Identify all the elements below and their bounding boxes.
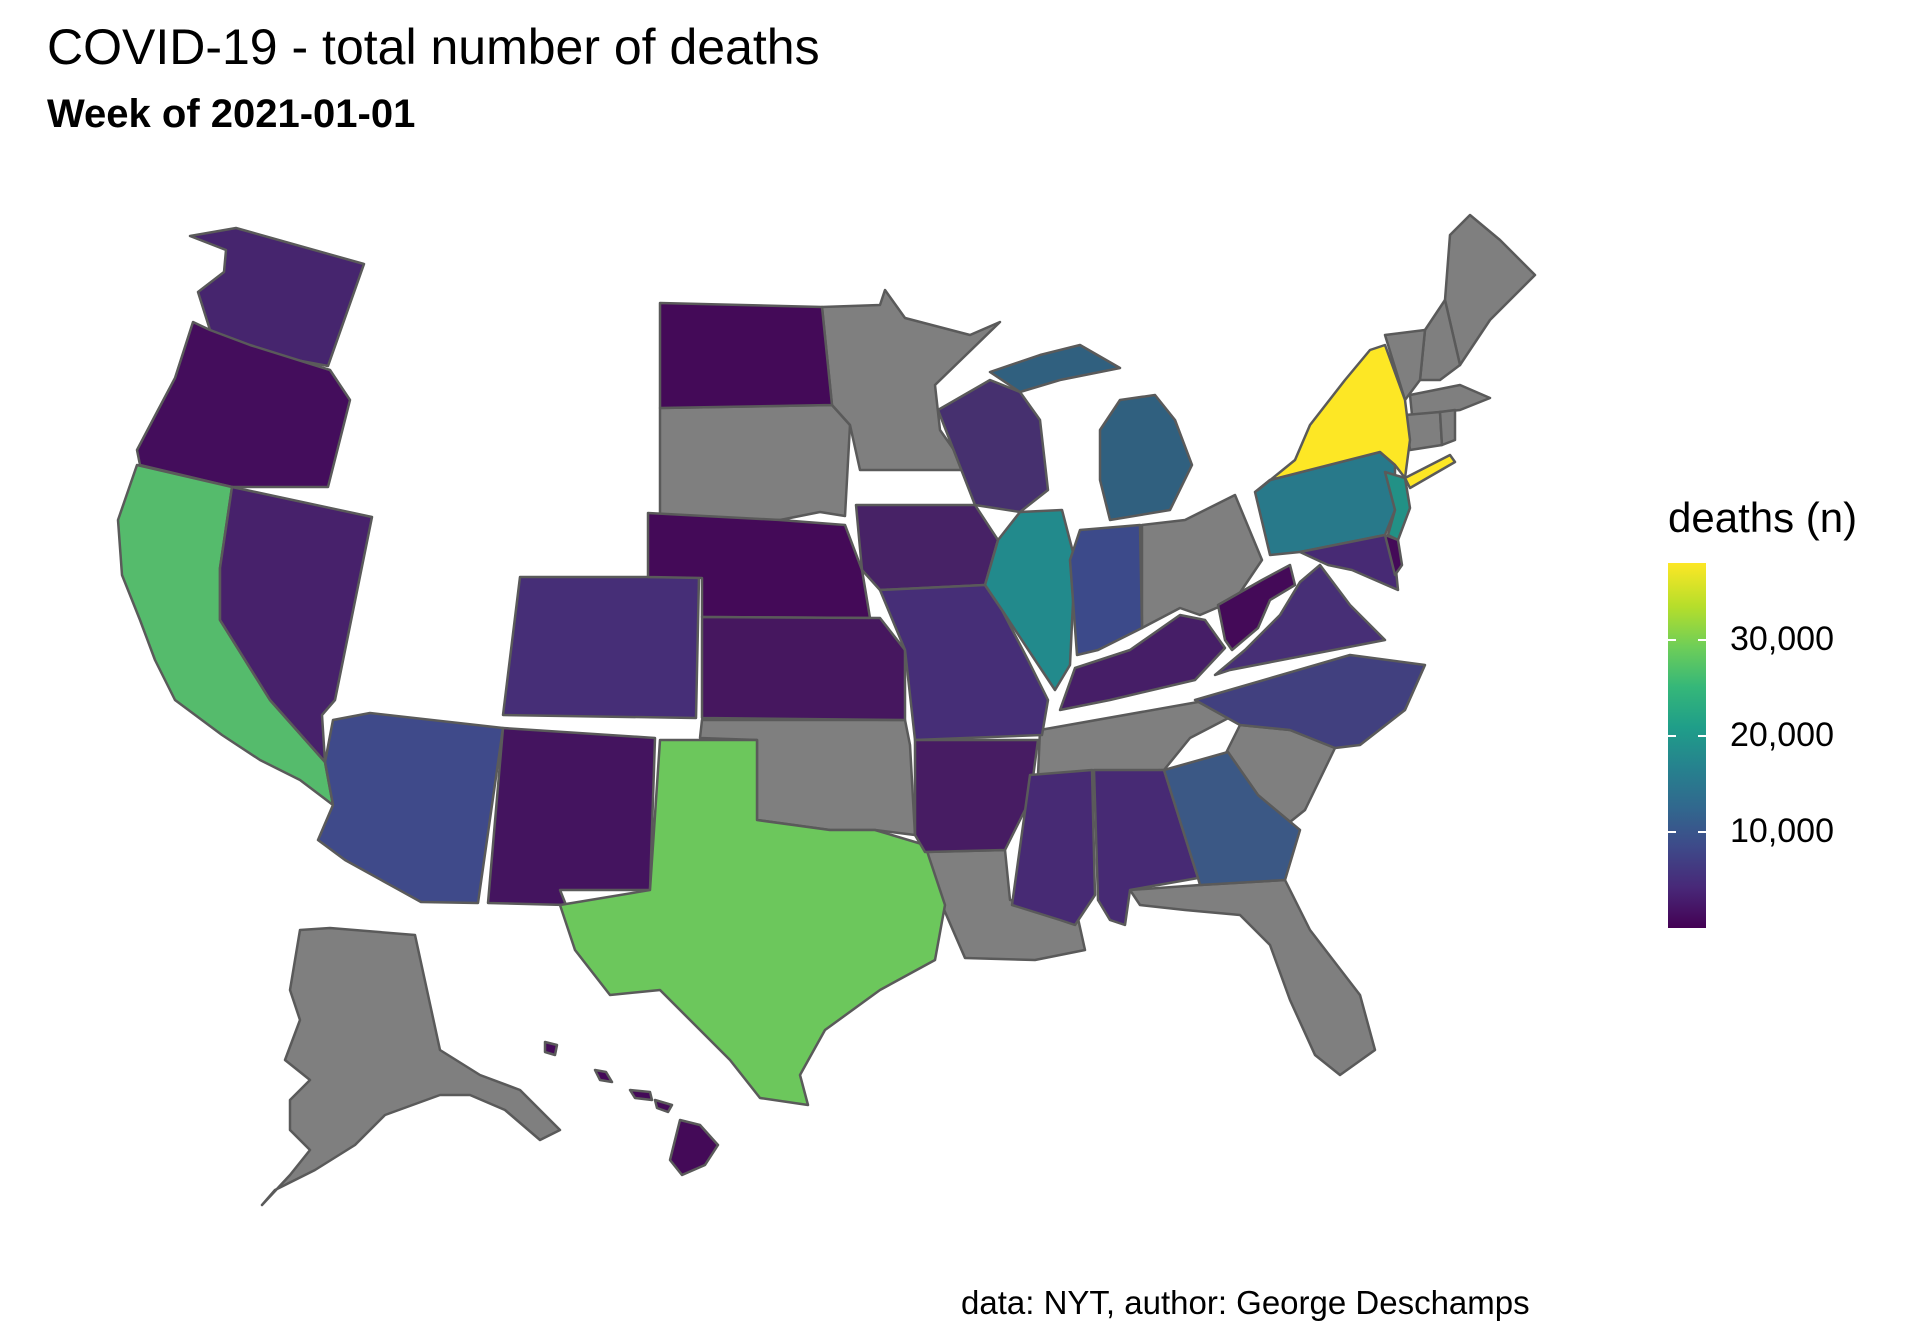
- state-nc: [1193, 653, 1427, 750]
- legend-tick-label: 20,000: [1730, 715, 1834, 754]
- state-ar: [913, 738, 1040, 854]
- state-tx: [558, 738, 947, 1107]
- states-layer: [116, 213, 1537, 1207]
- state-wi: [936, 378, 1050, 514]
- legend-tick-mark: [1698, 734, 1706, 737]
- legend-tick-mark: [1698, 830, 1706, 833]
- state-sd: [658, 403, 852, 522]
- state-ak: [260, 926, 562, 1207]
- state-wv: [1216, 563, 1297, 652]
- state-ia: [854, 503, 1000, 592]
- chart-subtitle: Week of 2021-01-01: [47, 92, 416, 136]
- legend-tick-mark: [1668, 830, 1676, 833]
- state-ks: [700, 615, 907, 722]
- state-la: [923, 848, 1087, 962]
- state-ga: [1162, 750, 1302, 887]
- state-co: [501, 575, 701, 720]
- state-mi: [988, 343, 1194, 522]
- chart-caption: data: NYT, author: George Deschamps: [961, 1284, 1530, 1321]
- legend-title: deaths (n): [1668, 494, 1858, 541]
- state-ny: [1256, 343, 1457, 492]
- state-il: [983, 508, 1077, 692]
- state-or: [135, 320, 352, 489]
- legend-tick-mark: [1668, 638, 1676, 641]
- legend-colorbar: [1668, 563, 1706, 928]
- legend-tick-mark: [1698, 638, 1706, 641]
- state-va: [1213, 563, 1387, 677]
- legend-tick-mark: [1668, 734, 1676, 737]
- state-mn: [820, 288, 1002, 472]
- state-ma: [1408, 383, 1492, 417]
- state-az: [316, 711, 505, 905]
- legend-tick-label: 30,000: [1730, 619, 1834, 658]
- state-me: [1443, 213, 1537, 367]
- state-ri: [1438, 408, 1457, 447]
- legend-tick-label: 10,000: [1730, 811, 1834, 850]
- state-fl: [1128, 878, 1377, 1077]
- state-ky: [1058, 613, 1227, 712]
- state-ms: [1010, 768, 1097, 927]
- state-de: [1383, 533, 1404, 577]
- state-nd: [658, 301, 834, 410]
- state-hi: [543, 1040, 720, 1177]
- chart-title: COVID-19 - total number of deaths: [47, 19, 820, 75]
- state-in: [1068, 523, 1144, 657]
- state-nm: [486, 726, 657, 907]
